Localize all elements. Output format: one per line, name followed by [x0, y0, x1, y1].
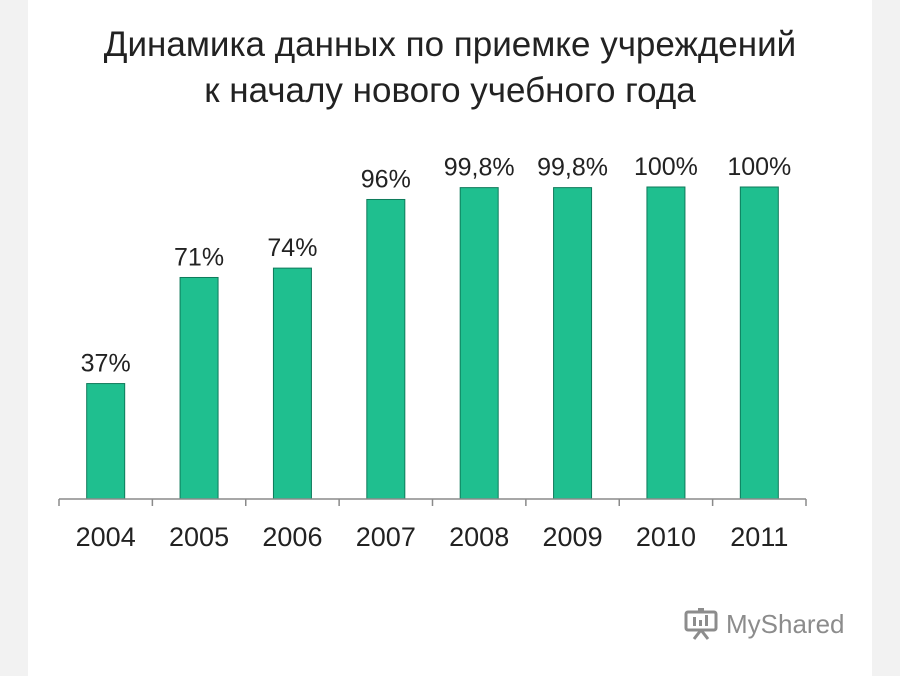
x-tick-label-2007: 2007: [356, 522, 416, 552]
bar-2009: [553, 187, 593, 500]
chart-title-line-2: к началу нового учебного года: [204, 71, 696, 110]
bar-2008: [459, 187, 499, 500]
bar-2010: [646, 186, 686, 500]
data-label-2008: 99,8%: [444, 154, 515, 182]
bar-2004: [86, 383, 126, 500]
bar-2006: [272, 267, 312, 500]
data-label-2006: 74%: [267, 234, 317, 262]
x-tick-label-2005: 2005: [169, 522, 229, 552]
chart-title: Динамика данных по приемке учреждений к …: [28, 22, 872, 114]
data-label-2011: 100%: [727, 153, 791, 181]
slide: [28, 0, 872, 676]
x-tick-label-2010: 2010: [636, 522, 696, 552]
data-label-2007: 96%: [361, 165, 411, 193]
bar-2007: [366, 198, 406, 500]
bar-2011: [739, 186, 779, 500]
labels-layer: 37% 2004 71% 2005 74% 2006 96% 2007 99,8% 2008 99,…: [76, 153, 792, 552]
data-label-2010: 100%: [634, 153, 698, 181]
x-tick-label-2008: 2008: [449, 522, 509, 552]
x-tick-label-2011: 2011: [730, 522, 788, 552]
data-label-2009: 99,8%: [537, 154, 608, 182]
bars-layer: [86, 186, 779, 500]
x-tick-label-2009: 2009: [543, 522, 603, 552]
x-tick-label-2004: 2004: [76, 522, 136, 552]
presentation-board-icon: [684, 608, 718, 640]
watermark: MyShared: [684, 604, 845, 644]
data-label-2004: 37%: [81, 350, 131, 378]
watermark-text: MyShared: [726, 608, 845, 639]
x-tick-label-2006: 2006: [262, 522, 322, 552]
x-axis: [58, 498, 807, 506]
data-label-2005: 71%: [174, 243, 224, 271]
chart-title-line-1: Динамика данных по приемке учреждений: [103, 25, 797, 64]
bar-2005: [179, 276, 219, 500]
